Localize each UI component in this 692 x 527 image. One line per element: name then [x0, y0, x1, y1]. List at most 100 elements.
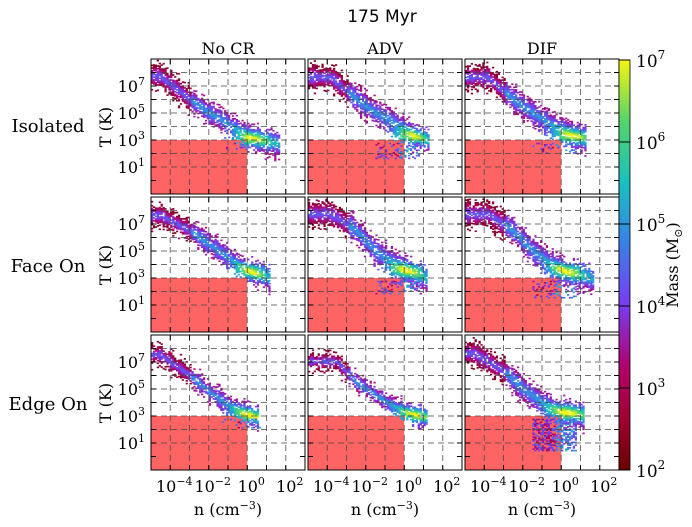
heatmap-cell	[331, 71, 334, 73]
heatmap-cell	[411, 136, 415, 139]
heatmap-cell	[379, 284, 382, 287]
heatmap-cell	[253, 284, 256, 286]
heatmap-cell	[394, 133, 397, 135]
heatmap-cell	[465, 203, 468, 206]
heatmap-cell	[319, 78, 322, 81]
heatmap-cell	[338, 73, 342, 75]
heatmap-cell	[177, 78, 181, 80]
heatmap-cell	[404, 119, 407, 122]
heatmap-cell	[402, 270, 405, 273]
heatmap-cell	[377, 239, 380, 241]
heatmap-cell	[262, 144, 265, 147]
heatmap-cell	[356, 221, 359, 224]
heatmap-cell	[174, 211, 177, 214]
heatmap-cell	[484, 77, 487, 79]
heatmap-cell	[563, 129, 566, 132]
panel-face-on-dif	[464, 196, 620, 333]
heatmap-cell	[365, 231, 368, 234]
heatmap-cell	[361, 229, 365, 232]
heatmap-cell	[470, 222, 473, 225]
heatmap-cell	[266, 284, 269, 286]
heatmap-cell	[170, 228, 173, 231]
heatmap-cell	[488, 214, 491, 217]
heatmap-cell	[406, 123, 409, 126]
heatmap-cell	[226, 251, 229, 254]
heatmap-cell	[254, 263, 258, 265]
heatmap-cell	[181, 228, 185, 231]
heatmap-cell	[547, 118, 550, 121]
heatmap-cell	[476, 74, 479, 77]
heatmap-cell	[256, 277, 260, 279]
heatmap-cell	[390, 254, 393, 256]
heatmap-cell	[465, 79, 468, 82]
heatmap-cell	[247, 145, 250, 148]
heatmap-cell	[478, 73, 481, 75]
heatmap-cell	[482, 75, 485, 78]
heatmap-cell	[338, 213, 342, 216]
heatmap-cell	[363, 244, 367, 247]
heatmap-cell	[348, 95, 351, 98]
heatmap-cell	[406, 127, 409, 130]
heatmap-cell	[160, 70, 163, 73]
heatmap-cell	[325, 217, 328, 220]
heatmap-cell	[493, 84, 497, 87]
heatmap-cell	[278, 158, 281, 161]
heatmap-cell	[567, 143, 570, 146]
heatmap-cell	[555, 132, 558, 135]
heatmap-cell	[191, 94, 194, 97]
heatmap-cell	[375, 252, 378, 254]
heatmap-cell	[419, 263, 422, 265]
heatmap-cell	[231, 119, 235, 121]
heatmap-cell	[216, 251, 219, 253]
heatmap-cell	[247, 122, 250, 125]
heatmap-cell	[480, 223, 483, 225]
heatmap-cell	[404, 263, 407, 265]
heatmap-cell	[398, 118, 401, 121]
heatmap-cell	[331, 84, 334, 87]
heatmap-cell	[201, 238, 204, 241]
heatmap-cell	[214, 248, 217, 250]
heatmap-cell	[415, 124, 419, 126]
heatmap-cell	[158, 228, 161, 231]
heatmap-cell	[319, 82, 322, 85]
heatmap-cell	[423, 144, 426, 147]
heatmap-cell	[350, 88, 353, 90]
heatmap-cell	[197, 244, 200, 247]
heatmap-cell	[356, 106, 359, 108]
heatmap-cell	[162, 77, 165, 80]
heatmap-cell	[371, 119, 374, 122]
heatmap-cell	[363, 221, 367, 224]
heatmap-cell	[365, 243, 368, 246]
heatmap-cell	[518, 111, 522, 114]
heatmap-cell	[476, 65, 479, 67]
heatmap-cell	[381, 113, 384, 116]
heatmap-cell	[421, 283, 424, 285]
heatmap-cell	[547, 109, 550, 112]
heatmap-cell	[549, 127, 552, 130]
heatmap-cell	[162, 211, 165, 213]
heatmap-cell	[390, 288, 393, 291]
heatmap-cell	[309, 205, 313, 208]
heatmap-cell	[319, 204, 322, 206]
heatmap-cell	[152, 206, 156, 208]
heatmap-cell	[563, 138, 566, 141]
heatmap-cell	[340, 220, 343, 223]
heatmap-cell	[361, 238, 365, 240]
heatmap-cell	[206, 117, 210, 120]
heatmap-cell	[518, 97, 522, 100]
heatmap-cell	[425, 284, 428, 287]
heatmap-cell	[313, 81, 316, 84]
heatmap-cell	[210, 115, 213, 117]
heatmap-cell	[346, 224, 349, 227]
heatmap-cell	[241, 138, 244, 141]
heatmap-cell	[181, 86, 185, 89]
heatmap-cell	[576, 135, 579, 137]
heatmap-cell	[359, 233, 363, 236]
heatmap-cell	[327, 224, 330, 226]
heatmap-cell	[410, 275, 413, 278]
heatmap-cell	[549, 123, 552, 126]
heatmap-cell	[386, 261, 390, 263]
heatmap-cell	[249, 124, 252, 127]
heatmap-cell	[421, 135, 424, 137]
heatmap-cell	[488, 205, 491, 207]
